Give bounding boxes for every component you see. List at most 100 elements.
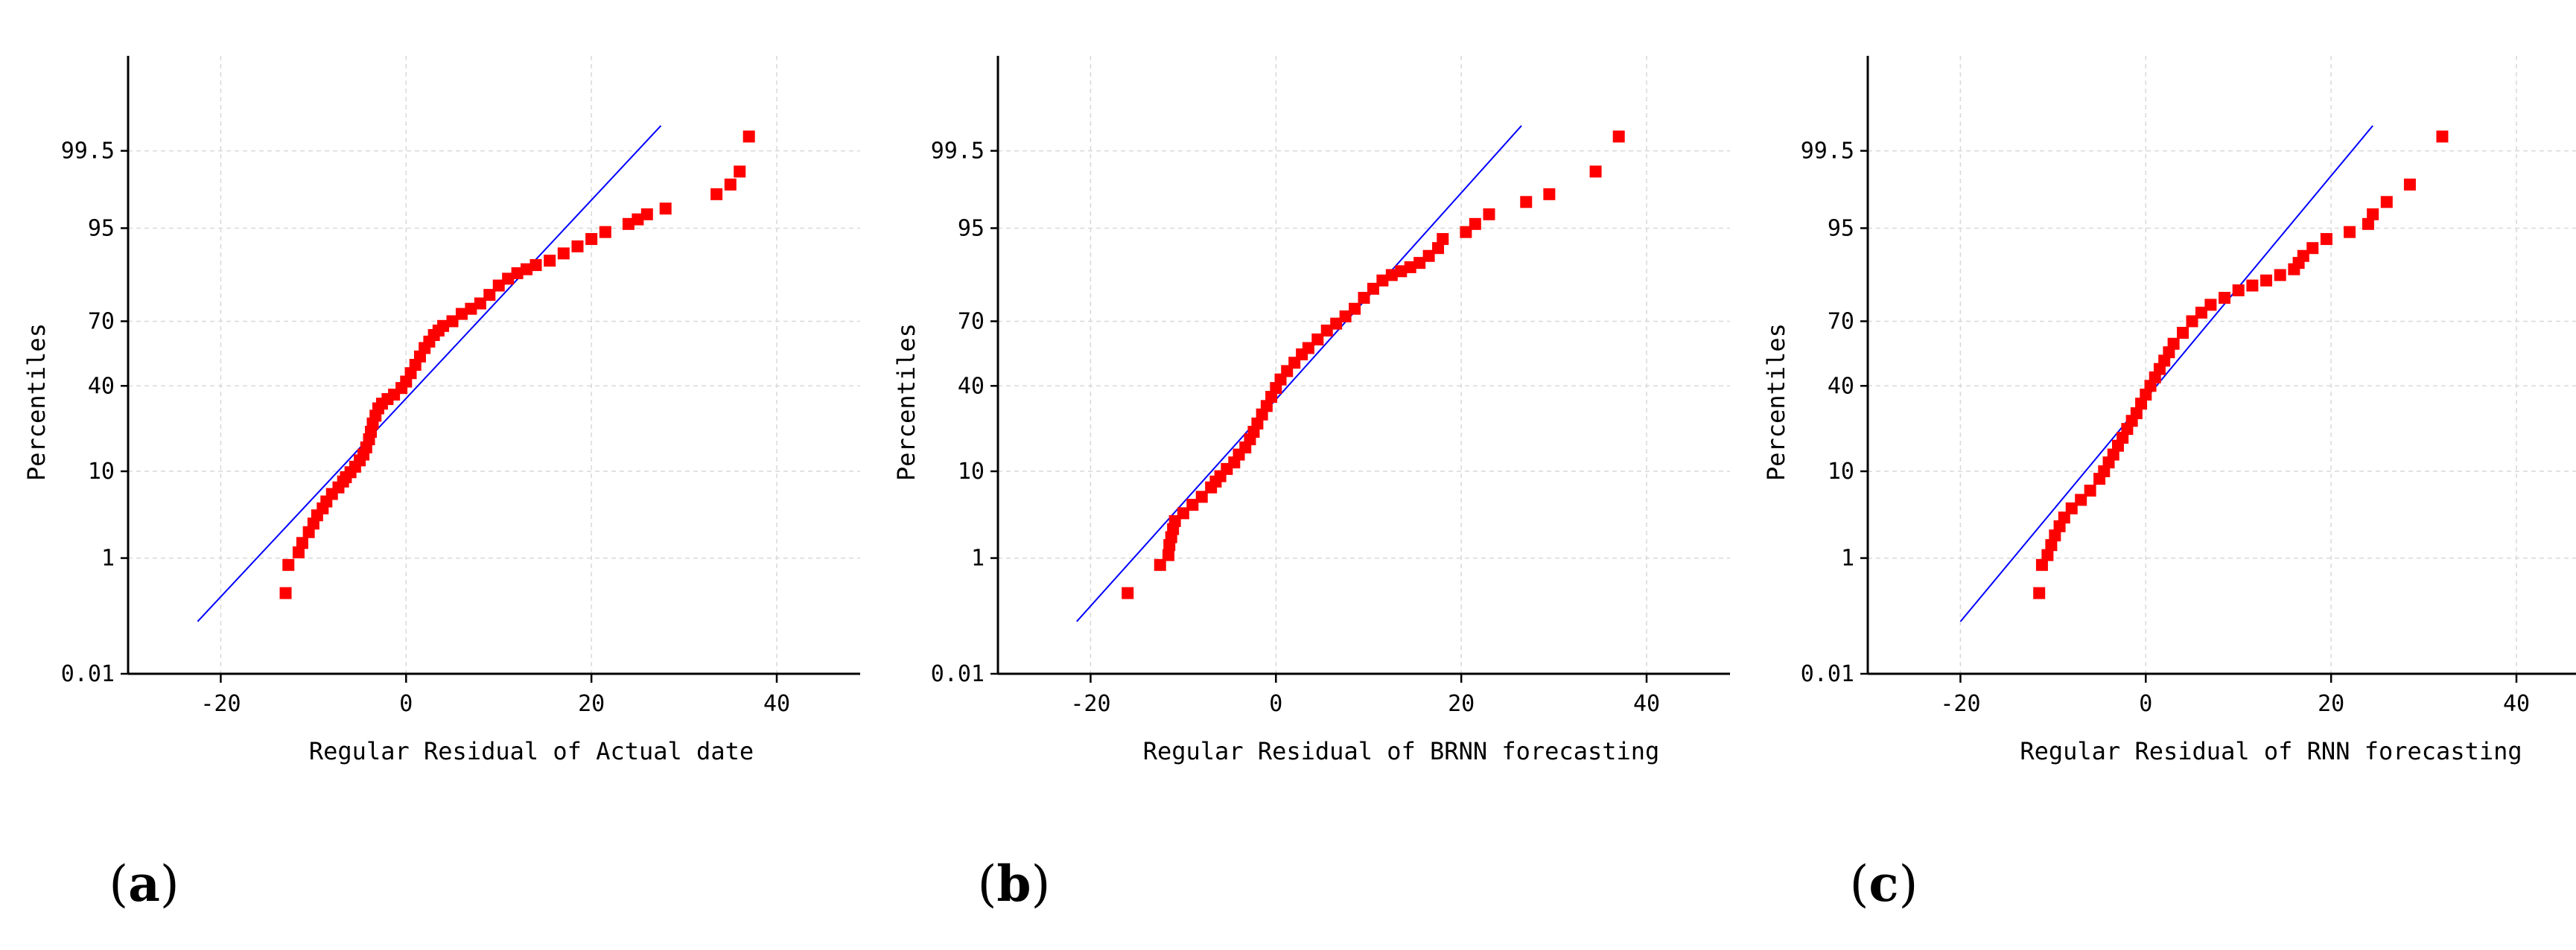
y-tick-label: 99.5 (931, 138, 985, 165)
data-point (640, 208, 653, 220)
data-point (1162, 549, 1174, 561)
data-point (2186, 315, 2198, 328)
panel-label-open-paren: ( (109, 855, 128, 913)
data-point (1358, 292, 1370, 305)
panel-label: (b) (978, 855, 1051, 913)
data-point (571, 240, 584, 252)
data-point (282, 558, 295, 571)
data-point (632, 213, 644, 226)
y-tick-label: 1 (1841, 546, 1854, 572)
y-tick-label: 70 (958, 308, 985, 334)
y-tick-label: 70 (1828, 308, 1854, 334)
data-point (2130, 407, 2143, 420)
data-point (2380, 196, 2393, 208)
data-point (1339, 310, 1352, 322)
data-point (2403, 178, 2416, 191)
data-point (455, 307, 468, 320)
data-point (1543, 188, 1556, 200)
reference-line (1959, 125, 2373, 622)
data-point (1460, 226, 1472, 238)
y-axis-title: Percentiles (892, 323, 920, 481)
chart-panel-c: -20 0 20 40 0.01 1 10 40 70 95 99.5 Regular Residua… (1762, 56, 2576, 913)
data-point (1395, 265, 1408, 278)
panel-label-letter: c (1869, 855, 1898, 913)
panel-label-open-paren: ( (1850, 855, 1869, 913)
y-tick-label: 1 (101, 546, 115, 572)
data-point (599, 226, 611, 238)
data-point (1404, 261, 1416, 273)
y-tick-label: 40 (88, 373, 115, 399)
panel-label-open-paren: ( (978, 855, 997, 913)
y-tick-label: 10 (88, 459, 115, 485)
data-point (502, 272, 515, 285)
data-point (2367, 208, 2379, 220)
data-point (2320, 233, 2332, 246)
data-point (1483, 208, 1495, 220)
data-point (1320, 324, 1333, 337)
y-tick-label: 10 (1828, 459, 1854, 485)
data-point (2035, 558, 2048, 571)
data-point (1367, 282, 1379, 295)
data-point (2436, 130, 2449, 143)
data-point (2195, 306, 2207, 319)
y-tick-label: 99.5 (1801, 138, 1854, 165)
data-point (2058, 511, 2070, 524)
data-point (292, 546, 305, 558)
data-point (544, 255, 556, 267)
x-tick-label: 20 (578, 691, 605, 717)
x-tick-label: 0 (399, 691, 413, 717)
data-point (710, 188, 723, 200)
chart-panel-b: -20 0 20 40 0.01 1 10 40 70 95 99.5 Regular Residua… (892, 56, 1730, 913)
x-tick-label: 20 (2318, 691, 2344, 717)
x-tick-label: 40 (1633, 691, 1660, 717)
x-axis-title: Regular Residual of BRNN forecasting (1143, 737, 1660, 765)
data-point (492, 279, 505, 292)
data-point (734, 165, 746, 178)
data-point (2177, 327, 2189, 339)
data-point (1413, 257, 1426, 270)
data-point (521, 263, 533, 275)
data-point (2297, 249, 2309, 262)
data-point (437, 319, 450, 332)
data-point (2260, 274, 2273, 287)
data-point (1520, 196, 1533, 208)
data-point (2167, 337, 2180, 350)
data-point (2274, 269, 2286, 281)
data-point (1376, 274, 1389, 287)
x-axis-title: Regular Residual of Actual date (309, 737, 754, 765)
data-point (1154, 558, 1166, 571)
y-tick-label: 0.01 (1801, 661, 1854, 687)
x-tick-label: -20 (1940, 691, 1980, 717)
data-point (659, 203, 672, 215)
x-tick-label: 40 (763, 691, 790, 717)
data-point (2033, 587, 2046, 599)
data-point (585, 233, 598, 246)
data-point (2246, 279, 2259, 292)
data-point (1311, 333, 1324, 345)
panel-label-close-paren: ) (1899, 855, 1918, 913)
data-point (2362, 217, 2374, 230)
y-tick-label: 95 (958, 215, 985, 241)
x-tick-label: 40 (2503, 691, 2530, 717)
data-point (1437, 233, 1449, 246)
data-point (742, 130, 755, 143)
data-point (1251, 417, 1264, 430)
x-tick-label: 0 (1269, 691, 1282, 717)
data-point (1612, 130, 1625, 143)
data-point (1589, 165, 1602, 178)
data-point (1422, 249, 1435, 262)
panel-label-close-paren: ) (160, 855, 179, 913)
data-point (2344, 226, 2356, 238)
y-tick-label: 70 (88, 308, 115, 334)
data-point (1260, 400, 1273, 412)
data-point (483, 289, 496, 302)
data-point (2204, 299, 2217, 311)
x-tick-label: 20 (1448, 691, 1475, 717)
panel-label: (a) (109, 855, 179, 913)
y-axis-title: Percentiles (1762, 323, 1790, 481)
data-point (724, 178, 737, 191)
x-tick-label: -20 (1070, 691, 1110, 717)
y-tick-label: 40 (958, 373, 985, 399)
data-point (1177, 507, 1189, 520)
data-point (2219, 292, 2231, 305)
